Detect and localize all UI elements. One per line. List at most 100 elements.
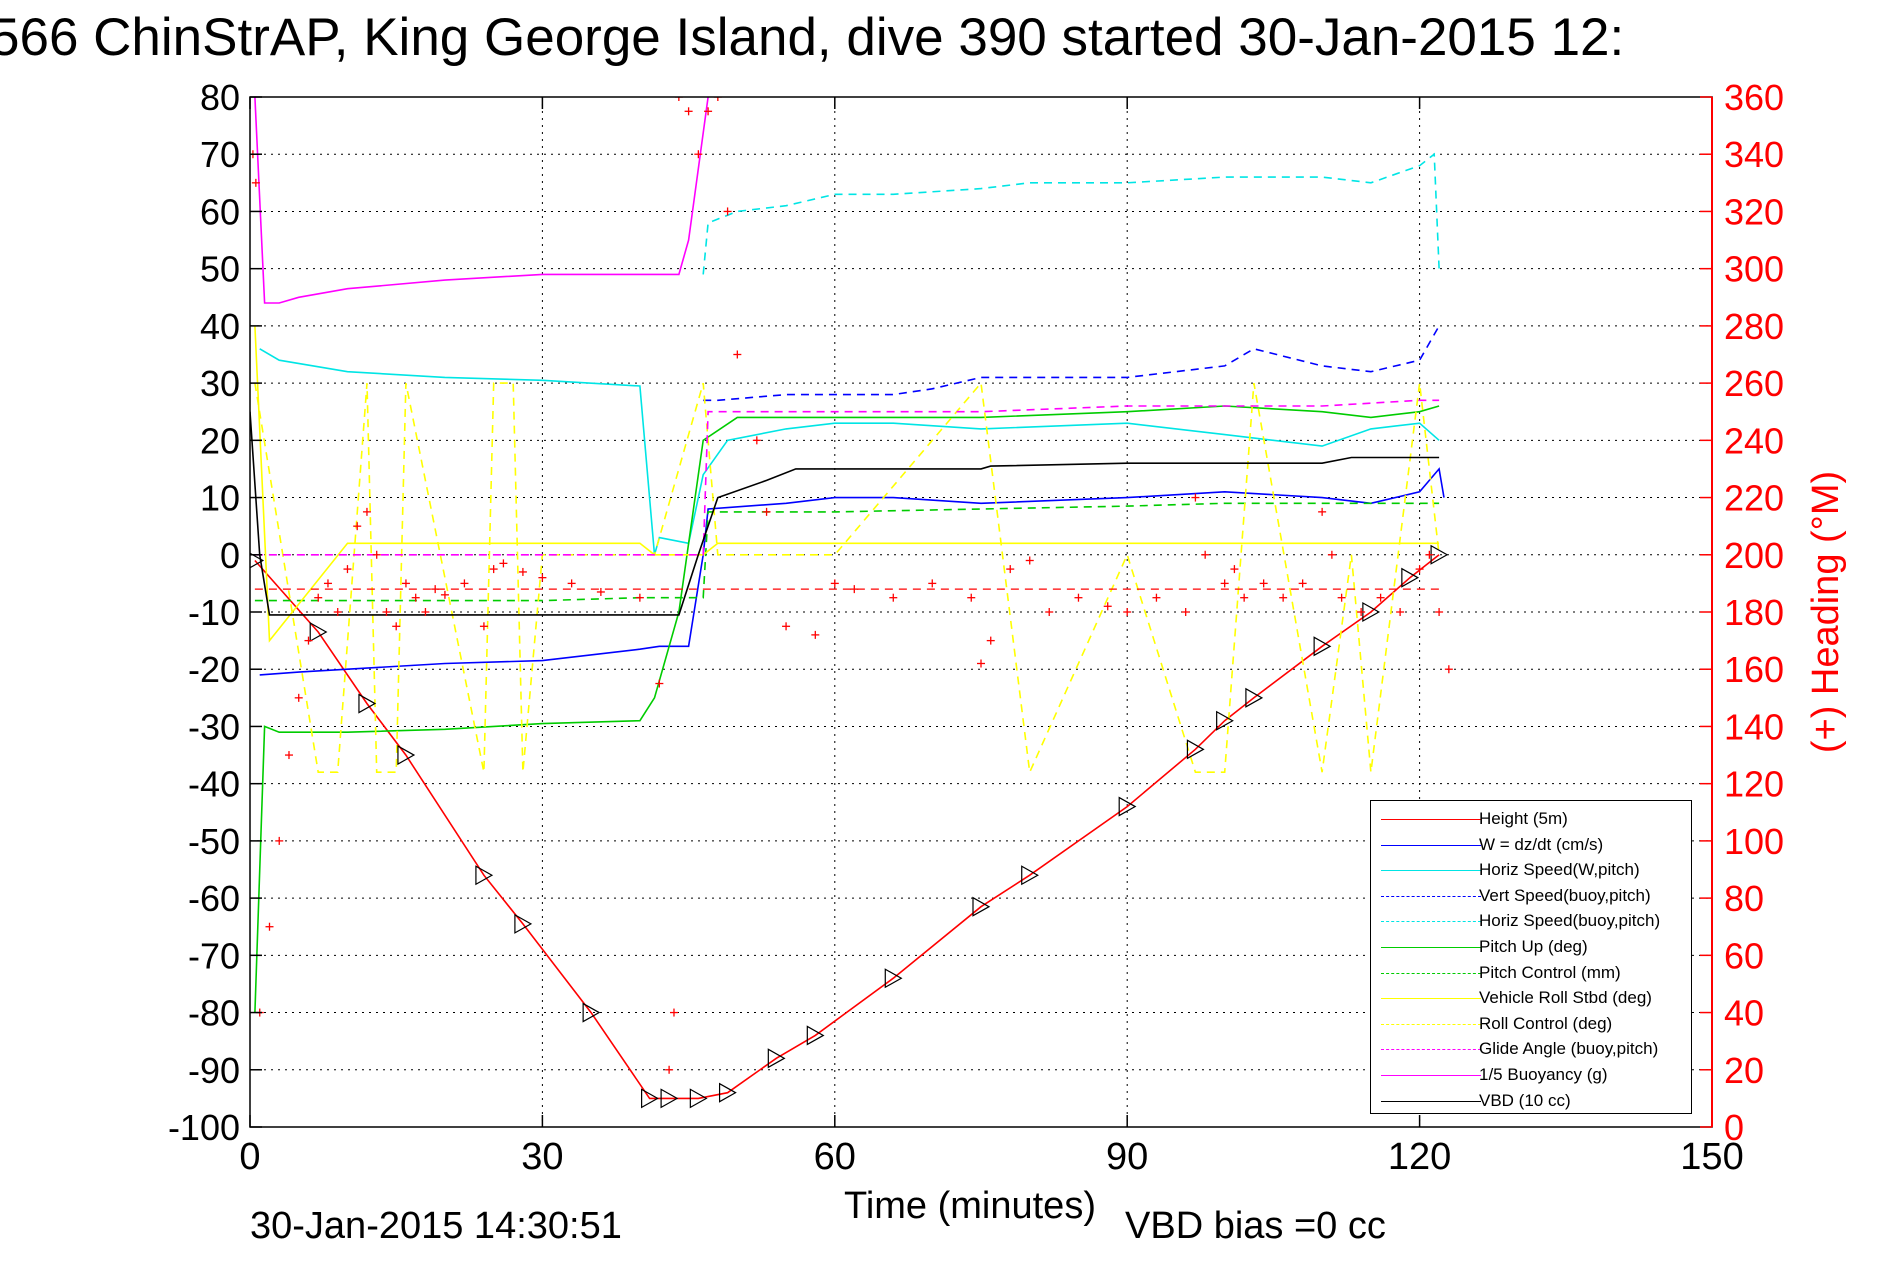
- y-tick-label: -40: [188, 764, 240, 805]
- heading-point: [713, 97, 722, 101]
- heading-point: [1201, 550, 1210, 559]
- legend-item: Glide Angle (buoy,pitch): [1371, 1037, 1691, 1063]
- vbd-bias-label: VBD bias =0 cc: [1125, 1205, 1386, 1247]
- height-marker: [767, 1048, 786, 1069]
- legend-item: Pitch Control (mm): [1371, 961, 1691, 987]
- y-tick-label: -10: [188, 592, 240, 633]
- legend-swatch: [1381, 1074, 1481, 1076]
- heading-point: [733, 350, 742, 359]
- legend-item: Height (5m): [1371, 807, 1691, 833]
- y-tick-label: -50: [188, 821, 240, 862]
- heading-point: [392, 622, 401, 631]
- height-marker: [514, 913, 533, 934]
- y2-axis-label: (+) Heading (°M): [1805, 471, 1847, 753]
- x-tick-label: 30: [521, 1136, 563, 1178]
- legend-label: Horiz Speed(W,pitch): [1479, 860, 1640, 880]
- height-marker: [972, 896, 991, 917]
- series-line-11: [250, 411, 1440, 616]
- height-marker: [1313, 636, 1332, 657]
- heading-point: [294, 693, 303, 702]
- y-tick-label: 40: [200, 306, 240, 347]
- legend-label: Pitch Control (mm): [1479, 962, 1621, 982]
- heading-point: [1103, 602, 1112, 611]
- legend-label: Vert Speed(buoy,pitch): [1479, 885, 1651, 905]
- height-marker: [1118, 796, 1137, 817]
- y2-tick-label: 280: [1724, 306, 1784, 347]
- heading-point: [1279, 593, 1288, 602]
- heading-point: [1425, 550, 1434, 559]
- y2-tick-label: 60: [1724, 935, 1764, 976]
- heading-point: [635, 593, 644, 602]
- series-line-7: [254, 325, 1440, 643]
- x-tick-label: 120: [1388, 1136, 1451, 1178]
- heading-point: [1181, 608, 1190, 616]
- heading-point: [518, 567, 527, 576]
- legend-label: 1/5 Buoyancy (g): [1479, 1064, 1608, 1084]
- legend-label: VBD (10 cc): [1479, 1090, 1571, 1110]
- legend-label: Glide Angle (buoy,pitch): [1479, 1039, 1659, 1059]
- legend-swatch: [1381, 895, 1481, 897]
- heading-point: [1152, 593, 1161, 602]
- heading-point: [752, 436, 761, 445]
- heading-point: [265, 922, 274, 931]
- chart-title: 566 ChinStrAP, King George Island, dive …: [0, 8, 1625, 67]
- heading-point: [304, 636, 313, 645]
- heading-point: [1259, 579, 1268, 588]
- legend-swatch: [1381, 946, 1481, 948]
- heading-point: [811, 630, 820, 639]
- height-marker: [397, 745, 416, 766]
- heading-point: [382, 608, 391, 616]
- height-marker: [1401, 567, 1420, 588]
- heading-point: [830, 579, 839, 588]
- y2-tick-label: 200: [1724, 535, 1784, 576]
- series-line-1: [259, 467, 1445, 676]
- height-marker: [718, 1082, 737, 1103]
- heading-point: [669, 1008, 678, 1017]
- heading-point: [314, 593, 323, 602]
- series-line-5: [254, 405, 1440, 1013]
- height-marker: [1186, 739, 1205, 760]
- heading-point: [967, 593, 976, 602]
- y2-tick-label: 40: [1724, 993, 1764, 1034]
- height-marker: [806, 1025, 825, 1046]
- series-line-2: [259, 348, 1440, 556]
- heading-point: [284, 751, 293, 760]
- heading-point: [343, 565, 352, 574]
- heading-point: [411, 593, 420, 602]
- heading-point: [460, 579, 469, 588]
- legend-label: Roll Control (deg): [1479, 1013, 1613, 1033]
- heading-point: [1230, 565, 1239, 574]
- y-tick-label: 20: [200, 420, 240, 461]
- heading-point: [362, 507, 371, 516]
- legend-swatch: [1381, 1023, 1481, 1025]
- y-tick-label: 0: [220, 535, 240, 576]
- y2-tick-label: 360: [1724, 77, 1784, 118]
- height-marker: [1216, 710, 1234, 731]
- height-marker: [250, 552, 265, 569]
- y-tick-label: 10: [200, 478, 240, 519]
- legend-item: VBD (10 cc): [1371, 1089, 1691, 1115]
- heading-point: [889, 593, 898, 602]
- heading-point: [1376, 593, 1385, 602]
- y2-tick-label: 140: [1724, 706, 1784, 747]
- y-tick-label: -60: [188, 878, 240, 919]
- height-marker: [475, 865, 494, 886]
- heading-point: [479, 622, 488, 631]
- x-tick-label: 60: [814, 1136, 856, 1178]
- heading-point: [986, 636, 995, 645]
- height-marker: [309, 622, 328, 643]
- heading-point: [333, 608, 342, 616]
- legend-item: Pitch Up (deg): [1371, 935, 1691, 961]
- heading-point: [1318, 507, 1327, 516]
- heading-point: [1240, 593, 1249, 602]
- heading-point: [567, 579, 576, 588]
- legend-swatch: [1381, 921, 1481, 923]
- heading-point: [1074, 593, 1083, 602]
- y2-tick-label: 320: [1724, 191, 1784, 232]
- legend-item: Roll Control (deg): [1371, 1012, 1691, 1038]
- heading-point: [1298, 579, 1307, 588]
- y2-tick-label: 160: [1724, 649, 1784, 690]
- y2-tick-label: 240: [1724, 420, 1784, 461]
- heading-point: [1415, 565, 1424, 574]
